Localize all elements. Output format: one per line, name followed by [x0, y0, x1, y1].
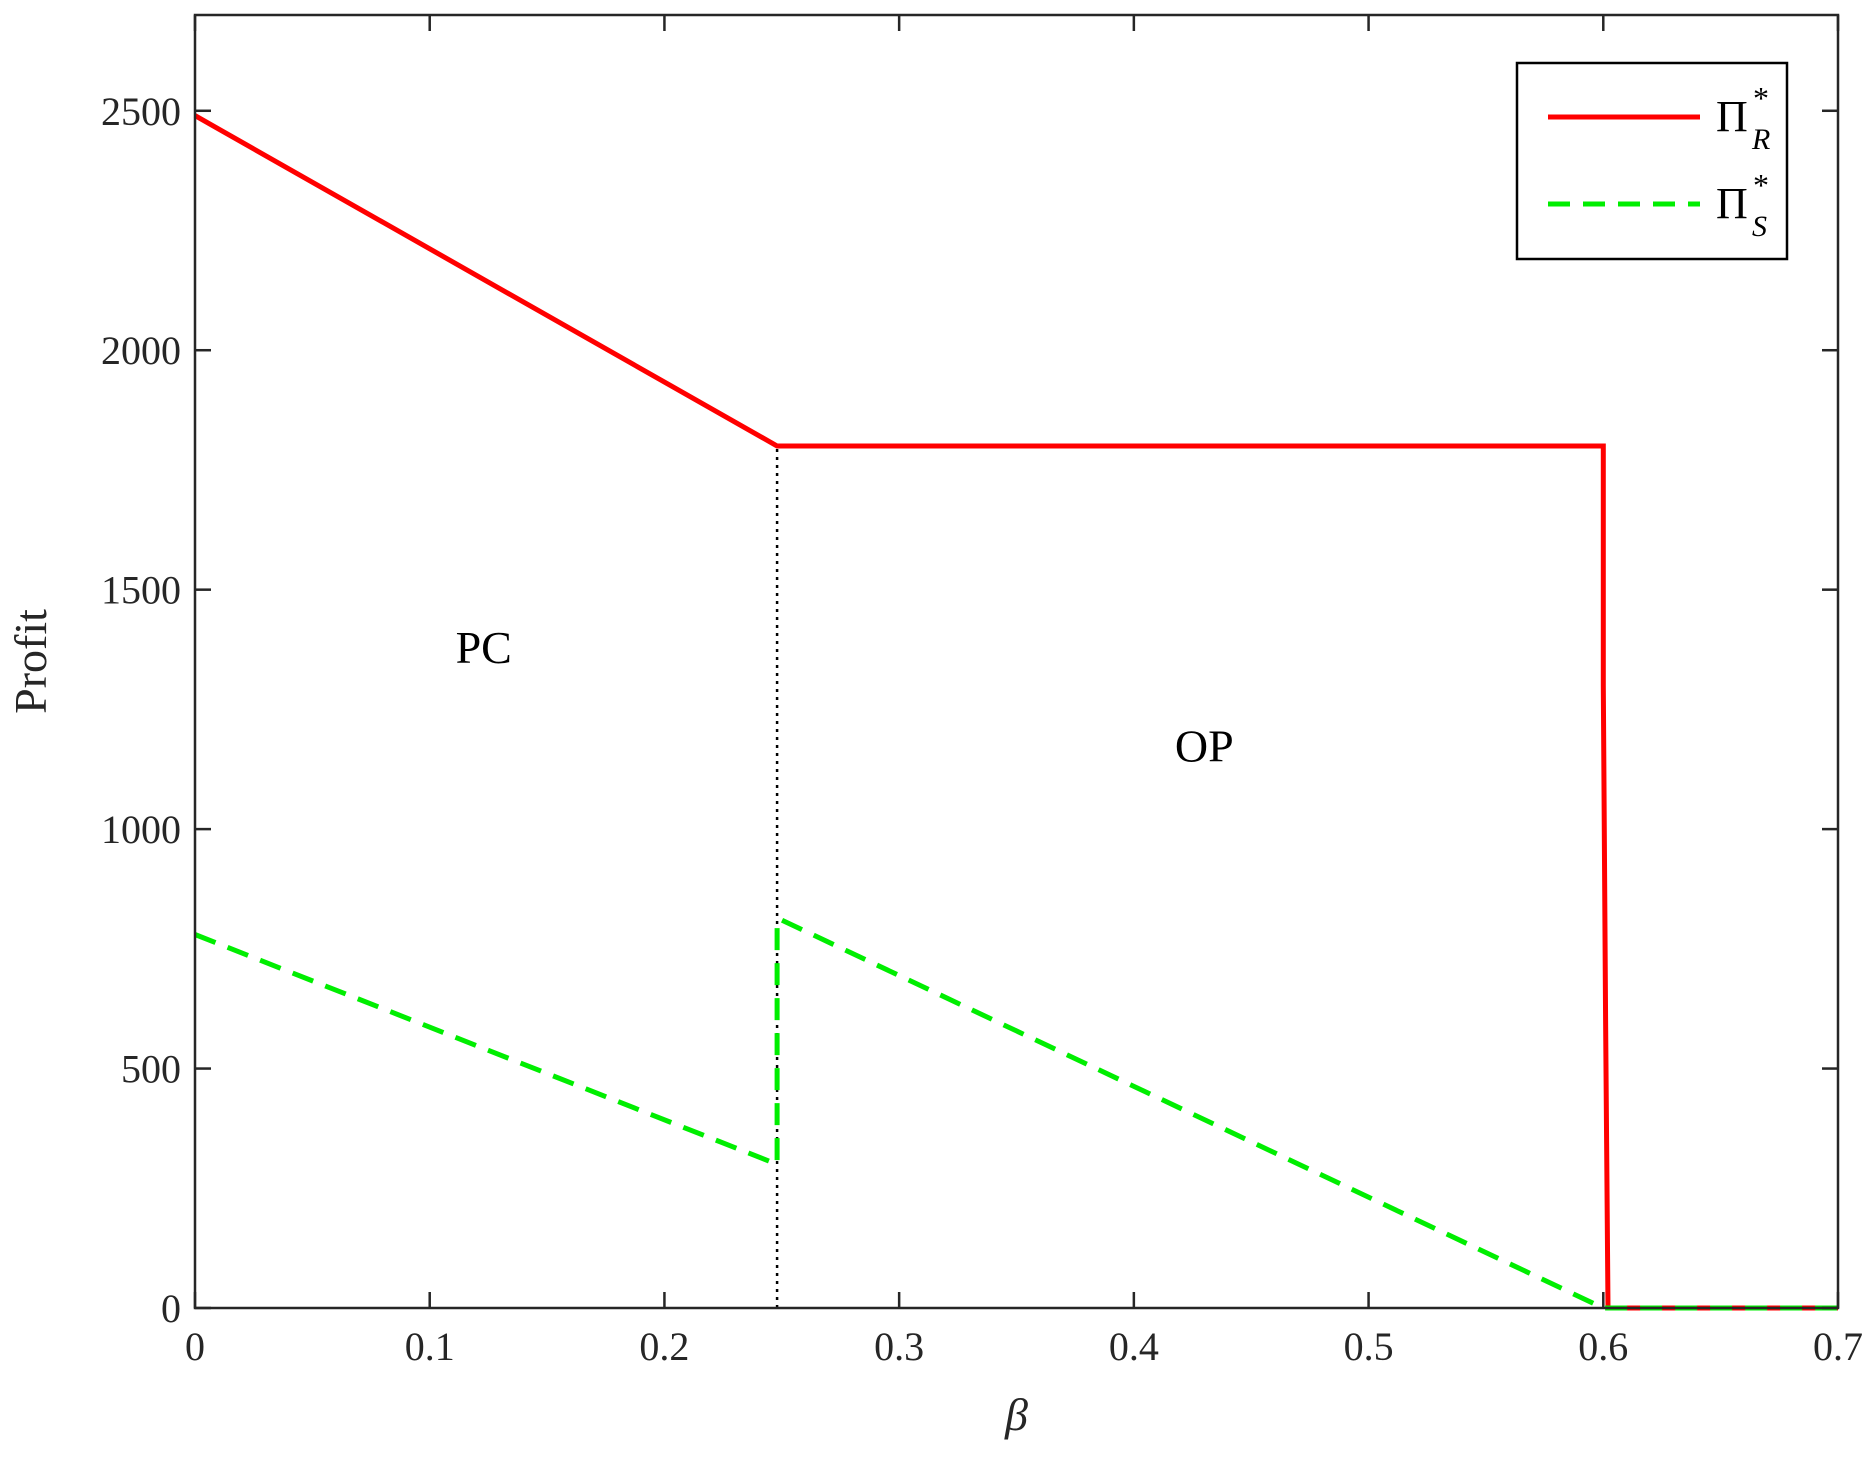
legend-box: [1515, 61, 1789, 261]
region-label-pc: PC: [456, 622, 512, 673]
x-tick-label: 0.4: [1109, 1324, 1159, 1369]
legend-label-S: Π: [1716, 179, 1748, 228]
y-tick-label: 500: [121, 1047, 181, 1092]
tick-layer: 0 0.1 0.2 0.3 0.4 0.5 0.6 0.7 0 500 1000 1500 2000 25…: [101, 15, 1863, 1369]
x-tick-label: 0.3: [874, 1324, 924, 1369]
series-line-S: [194, 917, 1838, 1311]
y-axis-label: Profit: [5, 609, 56, 714]
x-tick-label: 0.7: [1813, 1324, 1863, 1369]
region-label-op: OP: [1175, 720, 1234, 771]
legend-label-sub: R: [1751, 123, 1770, 156]
y-tick-label: 2500: [101, 89, 181, 134]
series-line-R: [193, 113, 1838, 1311]
x-tick-label: 0.6: [1578, 1324, 1628, 1369]
legend-label-sup: *: [1753, 80, 1769, 116]
x-tick-label: 0.2: [639, 1324, 689, 1369]
x-tick-label: 0: [185, 1324, 205, 1369]
series-layer: [193, 113, 1838, 1311]
legend-label-sub: S: [1752, 210, 1767, 243]
annotation-layer: PC OP: [456, 622, 1234, 771]
x-axis-label: β: [1004, 1389, 1028, 1440]
legend-label-R: Π: [1716, 92, 1748, 141]
legend: Π *RΠ *S: [1515, 61, 1789, 261]
plot-frame: [193, 13, 1840, 1310]
x-tick-label: 0.5: [1344, 1324, 1394, 1369]
y-tick-label: 2000: [101, 328, 181, 373]
y-tick-label: 1500: [101, 568, 181, 613]
x-tick-label: 0.1: [405, 1324, 455, 1369]
y-tick-label: 1000: [101, 807, 181, 852]
y-tick-label: 0: [161, 1286, 181, 1331]
legend-label-sup: *: [1753, 167, 1769, 203]
